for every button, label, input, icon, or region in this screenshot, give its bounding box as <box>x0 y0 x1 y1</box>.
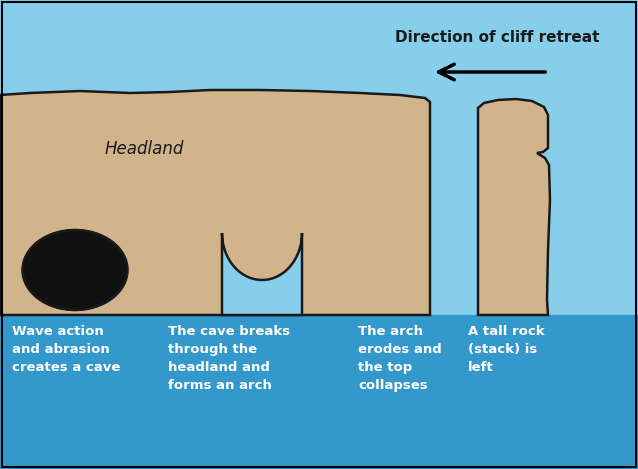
Ellipse shape <box>22 230 128 310</box>
Text: Headland: Headland <box>105 140 184 158</box>
Polygon shape <box>478 99 550 315</box>
Text: The arch
erodes and
the top
collapses: The arch erodes and the top collapses <box>358 325 441 392</box>
Text: Direction of cliff retreat: Direction of cliff retreat <box>395 30 600 45</box>
Text: The cave breaks
through the
headland and
forms an arch: The cave breaks through the headland and… <box>168 325 290 392</box>
Text: A tall rock
(stack) is
left: A tall rock (stack) is left <box>468 325 545 374</box>
Polygon shape <box>0 90 430 315</box>
Text: Wave action
and abrasion
creates a cave: Wave action and abrasion creates a cave <box>12 325 121 374</box>
Polygon shape <box>222 233 302 315</box>
Bar <box>0 315 638 469</box>
